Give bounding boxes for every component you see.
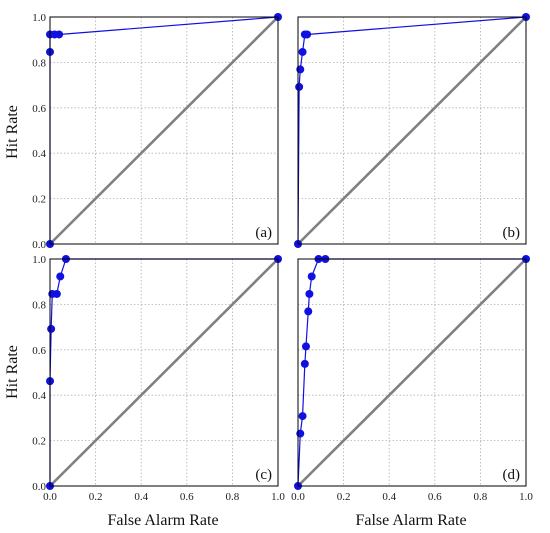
y-tick-label: 0.8 — [32, 57, 46, 69]
x-tick-label: 0.0 — [43, 491, 57, 503]
diagonal-reference-line — [297, 258, 527, 487]
roc-point — [47, 324, 56, 333]
x-tick-label: 0.0 — [291, 491, 305, 503]
y-tick-label: 0.6 — [32, 103, 46, 115]
y-tick-label: 0.2 — [32, 436, 46, 448]
x-tick-label: 0.2 — [337, 491, 351, 503]
x-tick-label: 0.8 — [226, 491, 240, 503]
x-tick-label: 1.0 — [519, 491, 533, 503]
roc-point — [300, 359, 309, 368]
panel-label: (c) — [255, 467, 272, 483]
x-tick-label: 0.6 — [180, 491, 194, 503]
y-tick-label: 0.6 — [32, 345, 46, 357]
y-tick-label: 0.4 — [32, 148, 46, 160]
panel-frame — [49, 258, 279, 487]
y-tick-label: 1.0 — [32, 254, 46, 266]
panel-frame — [49, 16, 279, 245]
roc-point — [56, 272, 65, 281]
roc-point — [296, 429, 305, 438]
y-tick-label: 0.0 — [32, 239, 46, 251]
panel-label: (b) — [503, 225, 521, 241]
y-tick-label: 0.8 — [32, 299, 46, 311]
roc-point — [301, 342, 310, 351]
panel-label: (d) — [503, 467, 521, 483]
y-tick-label: 0.4 — [32, 390, 46, 402]
panel-frame — [297, 16, 527, 245]
roc-point — [304, 307, 313, 316]
roc-point — [55, 30, 64, 39]
roc-point — [298, 412, 307, 421]
x-tick-label: 1.0 — [271, 491, 285, 503]
panel-label: (a) — [255, 225, 272, 241]
x-axis-label-right: False Alarm Rate — [355, 512, 466, 529]
roc-point — [296, 65, 305, 74]
x-tick-label: 0.2 — [89, 491, 103, 503]
y-tick-label: 0.2 — [32, 194, 46, 206]
diagonal-reference-line — [49, 258, 279, 487]
y-axis-label-top: Hit Rate — [4, 105, 21, 159]
x-tick-label: 0.4 — [382, 491, 396, 503]
roc-point — [298, 47, 307, 56]
panel-d: 0.0 0.2 0.4 0.6 0.8 1.0 (d) — [291, 255, 533, 503]
roc-point — [52, 289, 61, 298]
panel-frame — [297, 258, 527, 487]
x-axis-label-left: False Alarm Rate — [107, 512, 218, 529]
roc-point — [303, 30, 312, 39]
y-tick-label: 0.0 — [32, 481, 46, 493]
diagonal-reference-line — [297, 16, 527, 245]
x-tick-label: 0.4 — [134, 491, 148, 503]
roc-point — [307, 272, 316, 281]
roc-point — [295, 82, 304, 91]
y-tick-label: 1.0 — [32, 12, 46, 24]
x-tick-label: 0.8 — [474, 491, 488, 503]
y-axis-label-bottom: Hit Rate — [4, 345, 21, 399]
panel-a: 0.0 0.2 0.4 0.6 0.8 1.0 (a) — [32, 12, 282, 251]
diagonal-reference-line — [49, 16, 279, 245]
roc-point — [305, 289, 314, 298]
panel-b: (b) — [294, 13, 530, 248]
x-tick-label: 0.6 — [428, 491, 442, 503]
panel-c: 0.0 0.2 0.4 0.6 0.8 1.0 0.0 0.2 0.4 0.6 0.8 1.0 (c) — [32, 254, 285, 503]
